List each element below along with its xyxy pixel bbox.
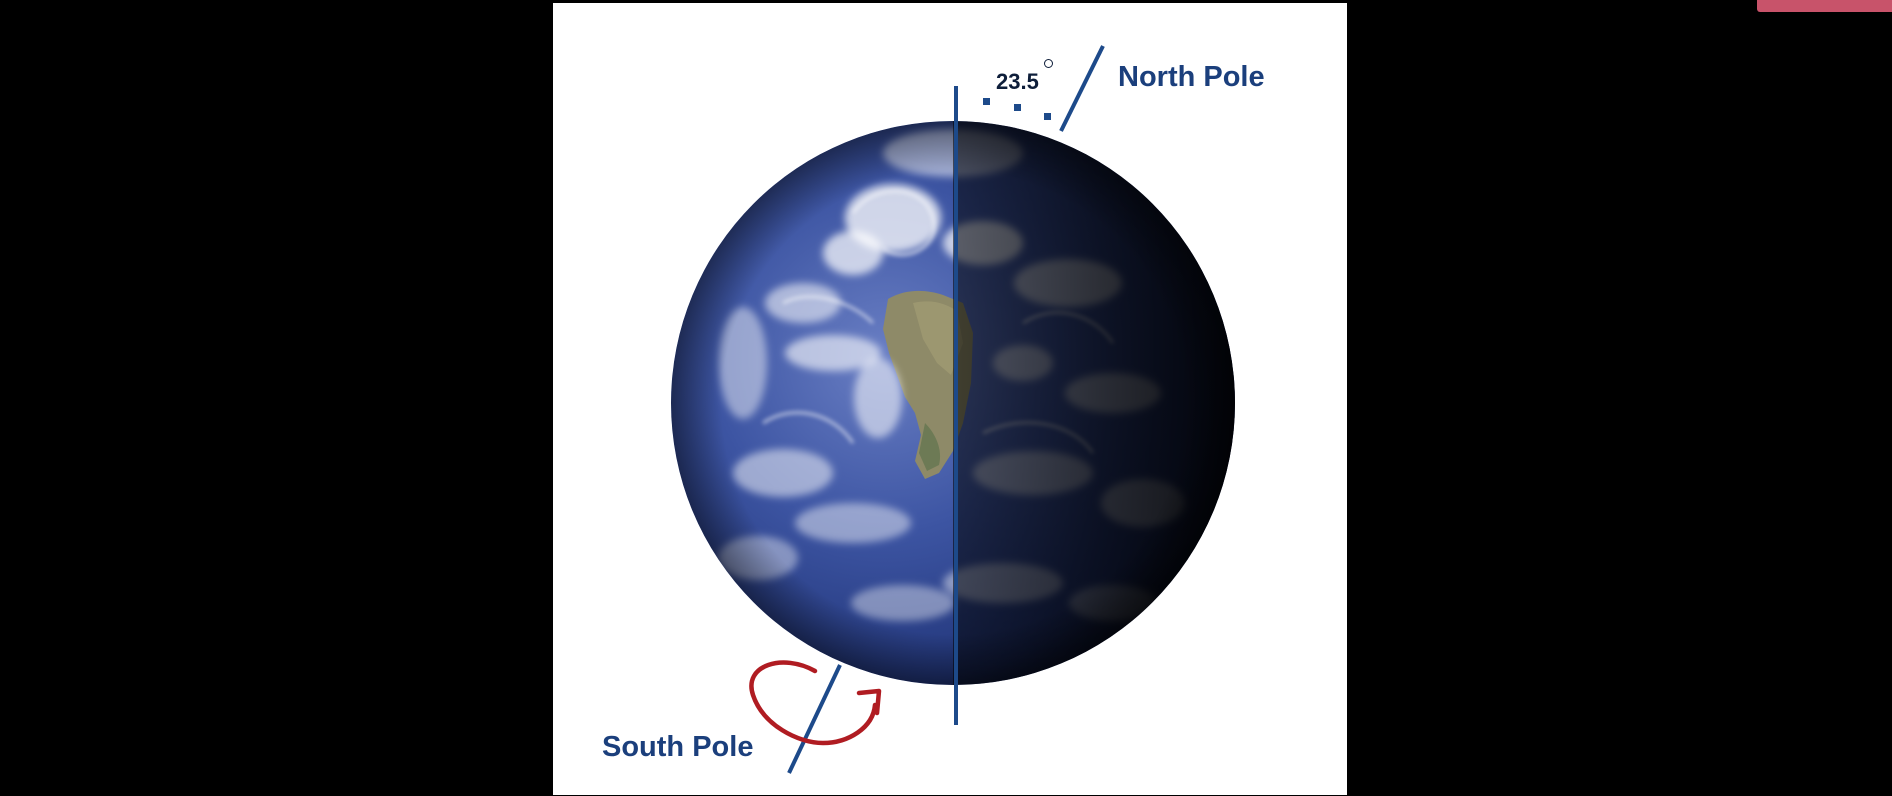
north-pole-label: North Pole: [1118, 61, 1265, 93]
tilt-angle-label: 23.5: [996, 69, 1039, 94]
north-axis-segment: [1059, 45, 1105, 132]
angle-arc-dots: [983, 98, 1051, 120]
south-axis-segment: [787, 664, 842, 774]
earth-diagram-svg: [671, 45, 1235, 774]
degree-symbol: [1044, 59, 1053, 68]
corner-tab[interactable]: [1757, 0, 1892, 12]
south-pole-label: South Pole: [602, 731, 754, 763]
earth-tilt-figure: 23.5 North Pole South Pole: [553, 3, 1347, 795]
earth-globe: [671, 121, 1235, 685]
curved-rotation-arrow-icon: [749, 660, 882, 746]
